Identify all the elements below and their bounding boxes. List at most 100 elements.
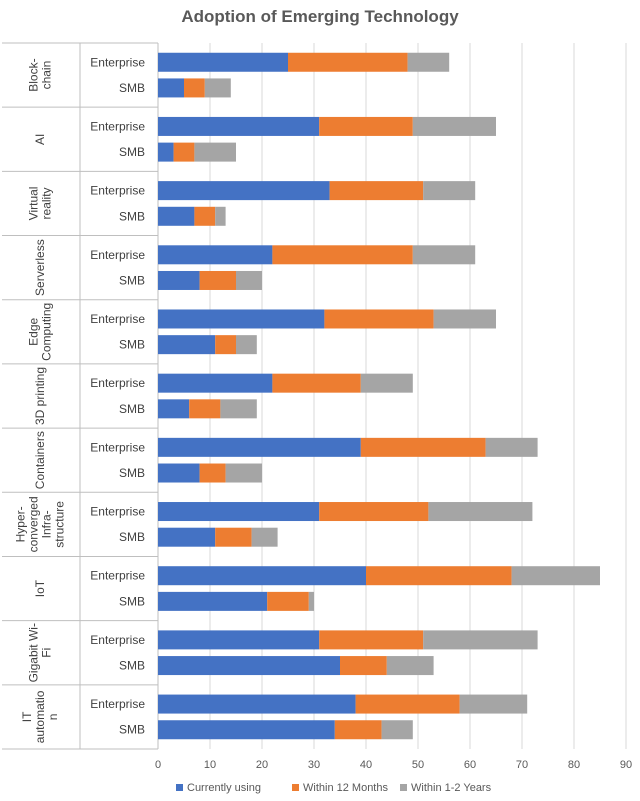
legend-label: Currently using bbox=[187, 782, 261, 794]
group-label-line: Hyper- bbox=[14, 506, 28, 542]
bar-segment bbox=[334, 720, 382, 740]
bar-segment bbox=[158, 373, 273, 393]
group-label: Gigabit Wi-Fi bbox=[27, 623, 54, 682]
bar-segment bbox=[407, 52, 450, 72]
bar-segment bbox=[319, 630, 424, 650]
bar-segment bbox=[236, 270, 262, 290]
segment-label: SMB bbox=[119, 209, 145, 223]
bar-segment bbox=[199, 270, 236, 290]
bar-segment bbox=[158, 630, 320, 650]
group-label-line: automatio bbox=[33, 690, 47, 743]
bar-segment bbox=[158, 181, 330, 201]
bar-segment bbox=[158, 78, 184, 98]
segment-label: Enterprise bbox=[90, 697, 145, 711]
x-tick-label: 90 bbox=[620, 759, 632, 771]
bar-segment bbox=[459, 694, 528, 714]
bar-segment bbox=[158, 463, 200, 483]
legend-swatch bbox=[292, 784, 299, 791]
group-label-line: chain bbox=[40, 61, 54, 90]
segment-label: SMB bbox=[119, 530, 145, 544]
bar-segment bbox=[158, 527, 216, 547]
group-label: AI bbox=[33, 134, 47, 145]
group-label-line: Computing bbox=[40, 303, 54, 361]
bar-segment bbox=[386, 656, 434, 676]
legend-label: Within 12 Months bbox=[303, 782, 388, 794]
bar-segment bbox=[308, 591, 314, 611]
bar-segment bbox=[319, 116, 413, 136]
bar-segment bbox=[288, 52, 408, 72]
segment-label: Enterprise bbox=[90, 569, 145, 583]
group-label-line: Gigabit Wi- bbox=[27, 623, 41, 682]
bar-segment bbox=[360, 373, 413, 393]
segment-label: Enterprise bbox=[90, 440, 145, 454]
group-label-line: structure bbox=[53, 501, 67, 548]
legend-swatch bbox=[400, 784, 407, 791]
group-label-line: Virtual bbox=[27, 187, 41, 221]
bar-segment bbox=[194, 142, 236, 162]
bar-segment bbox=[381, 720, 413, 740]
bar-segment bbox=[158, 270, 200, 290]
legend-label: Within 1-2 Years bbox=[411, 782, 492, 794]
group-label: Serverless bbox=[33, 239, 47, 296]
segment-label: SMB bbox=[119, 594, 145, 608]
group-label: Block-chain bbox=[27, 58, 54, 91]
x-tick-label: 20 bbox=[256, 759, 268, 771]
group-label-line: 3D printing bbox=[33, 367, 47, 425]
legend-swatch bbox=[176, 784, 183, 791]
bar-segment bbox=[215, 335, 236, 355]
bar-segment bbox=[423, 630, 538, 650]
group-label: ITautomation bbox=[20, 690, 60, 743]
category-labels: Enterprise SMB Block-chain Enterprise SMB AI E… bbox=[14, 55, 146, 743]
bar-segment bbox=[158, 142, 174, 162]
bar-segment bbox=[412, 116, 496, 136]
x-tick-label: 10 bbox=[204, 759, 216, 771]
bar-segment bbox=[215, 206, 226, 226]
bar-segment bbox=[225, 463, 262, 483]
x-tick-label: 40 bbox=[360, 759, 372, 771]
segment-label: SMB bbox=[119, 402, 145, 416]
bar-segment bbox=[272, 245, 413, 265]
bar-segment bbox=[272, 373, 361, 393]
group-label-line: Fi bbox=[40, 648, 54, 658]
x-tick-label: 70 bbox=[516, 759, 528, 771]
segment-label: Enterprise bbox=[90, 376, 145, 390]
bar-segment bbox=[158, 52, 288, 72]
x-axis-ticks: 0 10 20 30 40 50 60 70 80 90 bbox=[155, 759, 632, 771]
bar-segment bbox=[173, 142, 195, 162]
group-label-line: AI bbox=[33, 134, 47, 145]
bar-segment bbox=[329, 181, 424, 201]
bar-segment bbox=[158, 116, 320, 136]
group-label-line: Serverless bbox=[33, 239, 47, 296]
group-label: Hyper-convergedInfra-structure bbox=[14, 496, 67, 552]
bar-segment bbox=[158, 399, 190, 419]
bar-segment bbox=[360, 437, 486, 457]
group-label-line: Infra- bbox=[40, 510, 54, 538]
segment-label: SMB bbox=[119, 145, 145, 159]
bar-segment bbox=[412, 245, 476, 265]
segment-label: SMB bbox=[119, 723, 145, 737]
bar-segment bbox=[433, 309, 496, 329]
x-tick-label: 80 bbox=[568, 759, 580, 771]
x-tick-label: 0 bbox=[155, 759, 161, 771]
segment-label: SMB bbox=[119, 338, 145, 352]
bar-segment bbox=[340, 656, 387, 676]
bar-segment bbox=[158, 566, 366, 586]
bar-segment bbox=[158, 437, 361, 457]
x-tick-label: 30 bbox=[308, 759, 320, 771]
segment-label: Enterprise bbox=[90, 312, 145, 326]
bar-segment bbox=[199, 463, 226, 483]
segment-label: Enterprise bbox=[90, 119, 145, 133]
bar-segment bbox=[158, 694, 356, 714]
bar-segment bbox=[204, 78, 231, 98]
group-label-line: IT bbox=[20, 711, 34, 722]
segment-label: SMB bbox=[119, 659, 145, 673]
bar-segment bbox=[423, 181, 476, 201]
x-tick-label: 60 bbox=[464, 759, 476, 771]
segment-label: SMB bbox=[119, 273, 145, 287]
bar-segment bbox=[158, 245, 273, 265]
segment-label: Enterprise bbox=[90, 55, 145, 69]
bar-segment bbox=[267, 591, 309, 611]
bar-segment bbox=[215, 527, 252, 547]
group-label: 3D printing bbox=[33, 367, 47, 425]
